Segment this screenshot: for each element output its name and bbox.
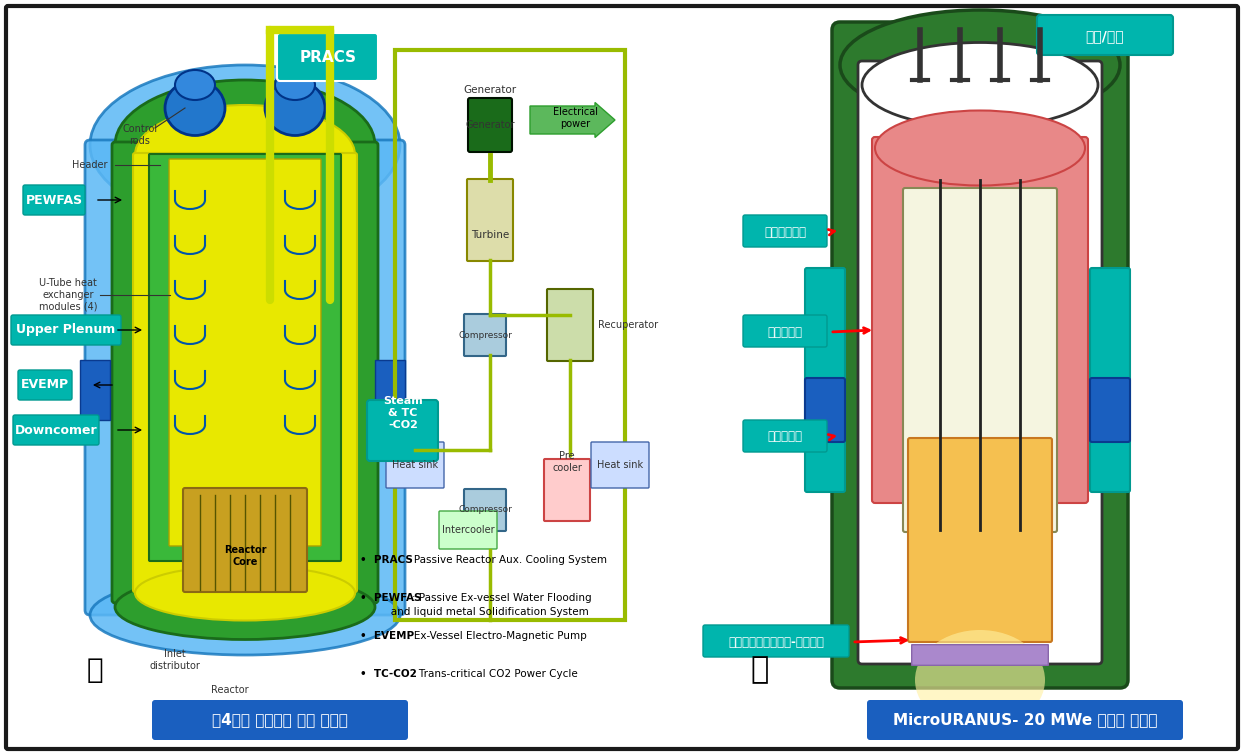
Text: Control
rods: Control rods (122, 125, 158, 146)
Text: •  PEWFAS: • PEWFAS (360, 593, 425, 603)
FancyBboxPatch shape (152, 700, 408, 740)
FancyBboxPatch shape (464, 489, 506, 531)
Ellipse shape (175, 70, 215, 100)
Bar (374, 360, 406, 420)
Text: Reactor: Reactor (211, 685, 249, 695)
Text: Generator: Generator (464, 85, 516, 95)
Text: 증기발생기: 증기발생기 (768, 325, 802, 338)
Text: Steam
& TC
-CO2: Steam & TC -CO2 (383, 396, 423, 430)
Ellipse shape (165, 81, 225, 135)
FancyBboxPatch shape (544, 459, 590, 521)
FancyBboxPatch shape (12, 415, 100, 445)
FancyBboxPatch shape (468, 98, 513, 152)
Text: : Ex-Vessel Electro-Magnetic Pump: : Ex-Vessel Electro-Magnetic Pump (407, 631, 587, 641)
FancyBboxPatch shape (6, 6, 1238, 749)
FancyBboxPatch shape (112, 142, 378, 603)
FancyBboxPatch shape (805, 268, 845, 492)
Text: PRACS: PRACS (300, 51, 357, 66)
Bar (80, 360, 109, 420)
Text: : Trans-critical CO2 Power Cycle: : Trans-critical CO2 Power Cycle (412, 669, 577, 679)
Ellipse shape (862, 42, 1098, 128)
Text: Heat sink: Heat sink (392, 460, 438, 470)
Text: Generator: Generator (465, 120, 515, 130)
Text: Upper Plenum: Upper Plenum (16, 323, 116, 337)
Text: •  TC-CO2: • TC-CO2 (360, 669, 420, 679)
Text: 피동냉각계통: 피동냉각계통 (764, 226, 806, 239)
FancyBboxPatch shape (183, 488, 307, 592)
FancyBboxPatch shape (867, 700, 1183, 740)
Ellipse shape (90, 65, 401, 225)
FancyBboxPatch shape (832, 22, 1128, 688)
Ellipse shape (136, 565, 355, 621)
FancyBboxPatch shape (466, 179, 513, 261)
FancyBboxPatch shape (743, 315, 827, 347)
Text: 피동원자로외부냉각-고화계통: 피동원자로외부냉각-고화계통 (728, 636, 824, 649)
FancyBboxPatch shape (743, 215, 827, 247)
FancyBboxPatch shape (464, 314, 506, 356)
Text: MicroURANUS- 20 MWe 초소형 원자로: MicroURANUS- 20 MWe 초소형 원자로 (893, 713, 1157, 728)
Text: •  PRACS: • PRACS (360, 555, 417, 565)
FancyBboxPatch shape (149, 154, 341, 561)
Text: EVEMP: EVEMP (21, 378, 70, 392)
FancyBboxPatch shape (547, 289, 593, 361)
FancyBboxPatch shape (22, 185, 85, 215)
FancyBboxPatch shape (591, 442, 649, 488)
Bar (396, 50, 624, 620)
Text: Downcomer: Downcomer (15, 424, 97, 436)
FancyBboxPatch shape (386, 442, 444, 488)
Text: •  EVEMP: • EVEMP (360, 631, 418, 641)
FancyBboxPatch shape (908, 438, 1052, 642)
Text: Reactor
Core: Reactor Core (224, 545, 266, 566)
FancyBboxPatch shape (85, 140, 406, 615)
Text: Electrical
power: Electrical power (552, 107, 597, 129)
FancyBboxPatch shape (805, 378, 845, 442)
Ellipse shape (136, 105, 355, 205)
FancyBboxPatch shape (703, 625, 848, 657)
FancyBboxPatch shape (169, 159, 321, 546)
Ellipse shape (275, 70, 315, 100)
Text: 전자기폭프: 전자기폭프 (768, 430, 802, 443)
Text: 🧍: 🧍 (87, 656, 103, 684)
Text: Compressor: Compressor (458, 331, 513, 340)
FancyBboxPatch shape (903, 188, 1057, 532)
FancyBboxPatch shape (1037, 15, 1173, 55)
Text: and liquid metal Solidification System: and liquid metal Solidification System (368, 607, 588, 617)
FancyArrowPatch shape (532, 115, 585, 125)
Ellipse shape (114, 575, 374, 639)
Text: Turbine: Turbine (471, 230, 509, 240)
FancyBboxPatch shape (1090, 378, 1130, 442)
FancyBboxPatch shape (743, 420, 827, 452)
Text: : Passive Reactor Aux. Cooling System: : Passive Reactor Aux. Cooling System (407, 555, 607, 565)
Text: Pre
cooler: Pre cooler (552, 451, 582, 473)
FancyBboxPatch shape (133, 153, 357, 592)
FancyBboxPatch shape (872, 137, 1088, 503)
Text: U-Tube heat
exchanger
modules (4): U-Tube heat exchanger modules (4) (39, 279, 97, 312)
FancyBboxPatch shape (439, 511, 498, 549)
FancyBboxPatch shape (912, 645, 1049, 665)
Ellipse shape (875, 110, 1085, 186)
Ellipse shape (840, 10, 1120, 120)
Text: PEWFAS: PEWFAS (25, 193, 82, 207)
Text: Intercooler: Intercooler (442, 525, 494, 535)
FancyBboxPatch shape (11, 315, 121, 345)
Text: : Passive Ex-vessel Water Flooding: : Passive Ex-vessel Water Flooding (412, 593, 592, 603)
FancyBboxPatch shape (277, 33, 378, 81)
FancyBboxPatch shape (367, 400, 438, 461)
Text: Recuperator: Recuperator (598, 320, 658, 330)
FancyBboxPatch shape (858, 61, 1102, 664)
Text: 제4세대 납냉각로 발전 개념도: 제4세대 납냉각로 발전 개념도 (211, 713, 348, 728)
Ellipse shape (90, 575, 401, 655)
Ellipse shape (916, 630, 1045, 730)
FancyBboxPatch shape (17, 370, 72, 400)
FancyArrow shape (530, 103, 615, 137)
Text: Heat sink: Heat sink (597, 460, 643, 470)
FancyBboxPatch shape (1090, 268, 1130, 492)
Text: Header: Header (72, 160, 108, 170)
Text: Compressor: Compressor (458, 506, 513, 514)
Text: 🧍: 🧍 (751, 655, 769, 685)
Text: Inlet
distributor: Inlet distributor (149, 649, 200, 670)
Text: 증기/급수: 증기/급수 (1086, 29, 1125, 43)
Ellipse shape (114, 80, 374, 210)
Ellipse shape (265, 81, 325, 135)
